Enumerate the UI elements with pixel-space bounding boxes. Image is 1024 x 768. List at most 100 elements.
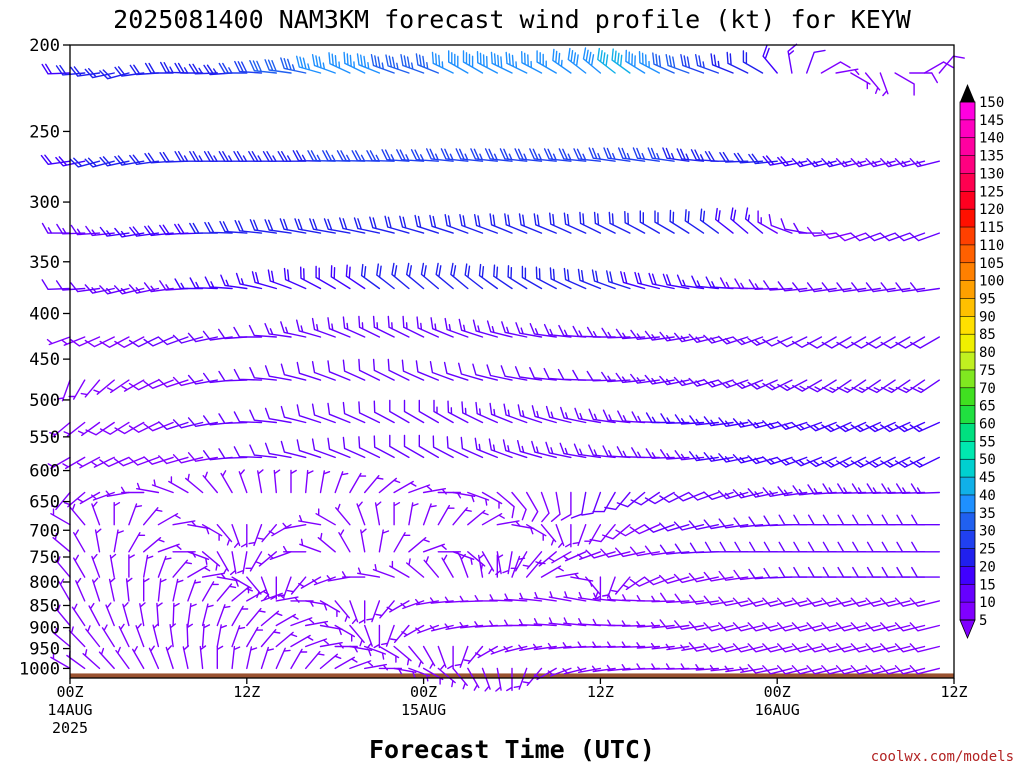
wind-barb — [105, 602, 115, 627]
wind-barb — [290, 617, 315, 627]
wind-barb — [328, 52, 351, 74]
wind-barb — [201, 623, 211, 648]
wind-barb — [606, 270, 631, 290]
wind-barb — [249, 60, 277, 74]
wind-barb — [70, 282, 101, 293]
y-tick-label: 500 — [29, 391, 60, 411]
wind-barb — [835, 622, 867, 632]
wind-barb — [290, 634, 314, 648]
y-tick-label: 650 — [29, 493, 60, 513]
wind-barb — [866, 541, 896, 553]
colorbar-label: 135 — [979, 149, 1004, 165]
colorbar-label: 85 — [979, 327, 996, 343]
wind-barb — [894, 421, 926, 433]
wind-barb — [182, 645, 190, 670]
wind-barb — [762, 622, 793, 632]
wind-barb — [762, 45, 778, 74]
wind-barb — [311, 317, 336, 338]
wind-barb — [201, 551, 221, 571]
wind-barb — [406, 262, 425, 290]
y-tick-label: 200 — [29, 36, 60, 56]
wind-barb — [327, 437, 351, 459]
wind-barb — [505, 51, 528, 74]
wind-barb — [822, 514, 852, 526]
wind-barb — [676, 274, 705, 290]
wind-barb — [260, 576, 270, 601]
wind-barb — [880, 597, 911, 607]
wind-barb — [777, 486, 808, 497]
wind-barb — [652, 52, 675, 74]
wind-barb — [522, 551, 543, 570]
wind-barb — [216, 551, 229, 575]
wind-barb — [157, 513, 181, 526]
wind-barb — [622, 576, 646, 591]
wind-barb — [665, 643, 690, 651]
wind-barb — [260, 592, 285, 602]
wind-barb — [99, 421, 130, 435]
wind-barb — [529, 148, 557, 162]
wind-barb — [143, 421, 174, 432]
wind-barb — [389, 560, 410, 578]
colorbar-label: 5 — [979, 613, 987, 629]
wind-barb — [688, 520, 719, 530]
wind-barb — [233, 411, 263, 424]
wind-barb — [674, 620, 705, 630]
wind-barb — [606, 664, 631, 672]
wind-barb — [334, 600, 350, 622]
wind-barb — [777, 597, 808, 607]
wind-barb — [68, 379, 86, 400]
wind-barb — [73, 529, 86, 553]
wind-barb — [496, 491, 515, 519]
wind-barb — [747, 622, 778, 632]
wind-barb — [504, 213, 528, 234]
wind-barb — [911, 541, 940, 553]
wind-barb — [588, 408, 616, 424]
wind-barb — [393, 645, 412, 666]
wind-barb — [581, 491, 602, 516]
wind-barb — [600, 548, 631, 558]
wind-barb — [602, 524, 631, 540]
wind-barb — [506, 667, 513, 692]
wind-barb — [852, 541, 881, 553]
wind-barb — [360, 528, 367, 553]
wind-barb — [357, 567, 381, 578]
wind-barb — [630, 491, 660, 506]
wind-barb — [423, 556, 439, 578]
wind-barb — [435, 262, 454, 290]
wind-barb — [260, 646, 274, 670]
wind-barb — [375, 600, 395, 619]
wind-barb — [558, 148, 587, 162]
wind-barb — [565, 524, 572, 548]
wind-barb — [501, 321, 528, 338]
wind-barb — [279, 218, 307, 234]
wind-barb — [187, 579, 201, 602]
wind-barb — [47, 456, 71, 470]
wind-barb — [218, 151, 248, 162]
wind-barb — [806, 421, 837, 432]
wind-barb — [514, 366, 543, 381]
wind-barb — [535, 266, 557, 290]
colorbar-label: 100 — [979, 274, 1004, 290]
wind-barb — [381, 149, 410, 162]
wind-barb — [674, 414, 705, 425]
wind-barb — [336, 150, 366, 162]
wind-barb — [292, 150, 322, 162]
wind-barb — [56, 379, 71, 402]
colorbar-label: 45 — [979, 470, 996, 486]
wind-barb — [732, 418, 764, 428]
wind-barb — [84, 284, 115, 294]
wind-barb — [219, 220, 248, 234]
wind-barb — [91, 553, 101, 578]
wind-barb — [574, 407, 602, 424]
wind-barb — [231, 625, 246, 648]
wind-barb — [172, 559, 192, 578]
wind-barb — [502, 439, 528, 459]
wind-barb — [187, 417, 218, 427]
wind-barb — [644, 491, 675, 505]
wind-barb — [547, 667, 572, 677]
wind-barb — [260, 629, 281, 648]
wind-barb — [264, 407, 292, 424]
colorbar-label: 50 — [979, 452, 996, 468]
y-tick-label: 900 — [29, 619, 60, 639]
wind-barb — [245, 551, 263, 572]
